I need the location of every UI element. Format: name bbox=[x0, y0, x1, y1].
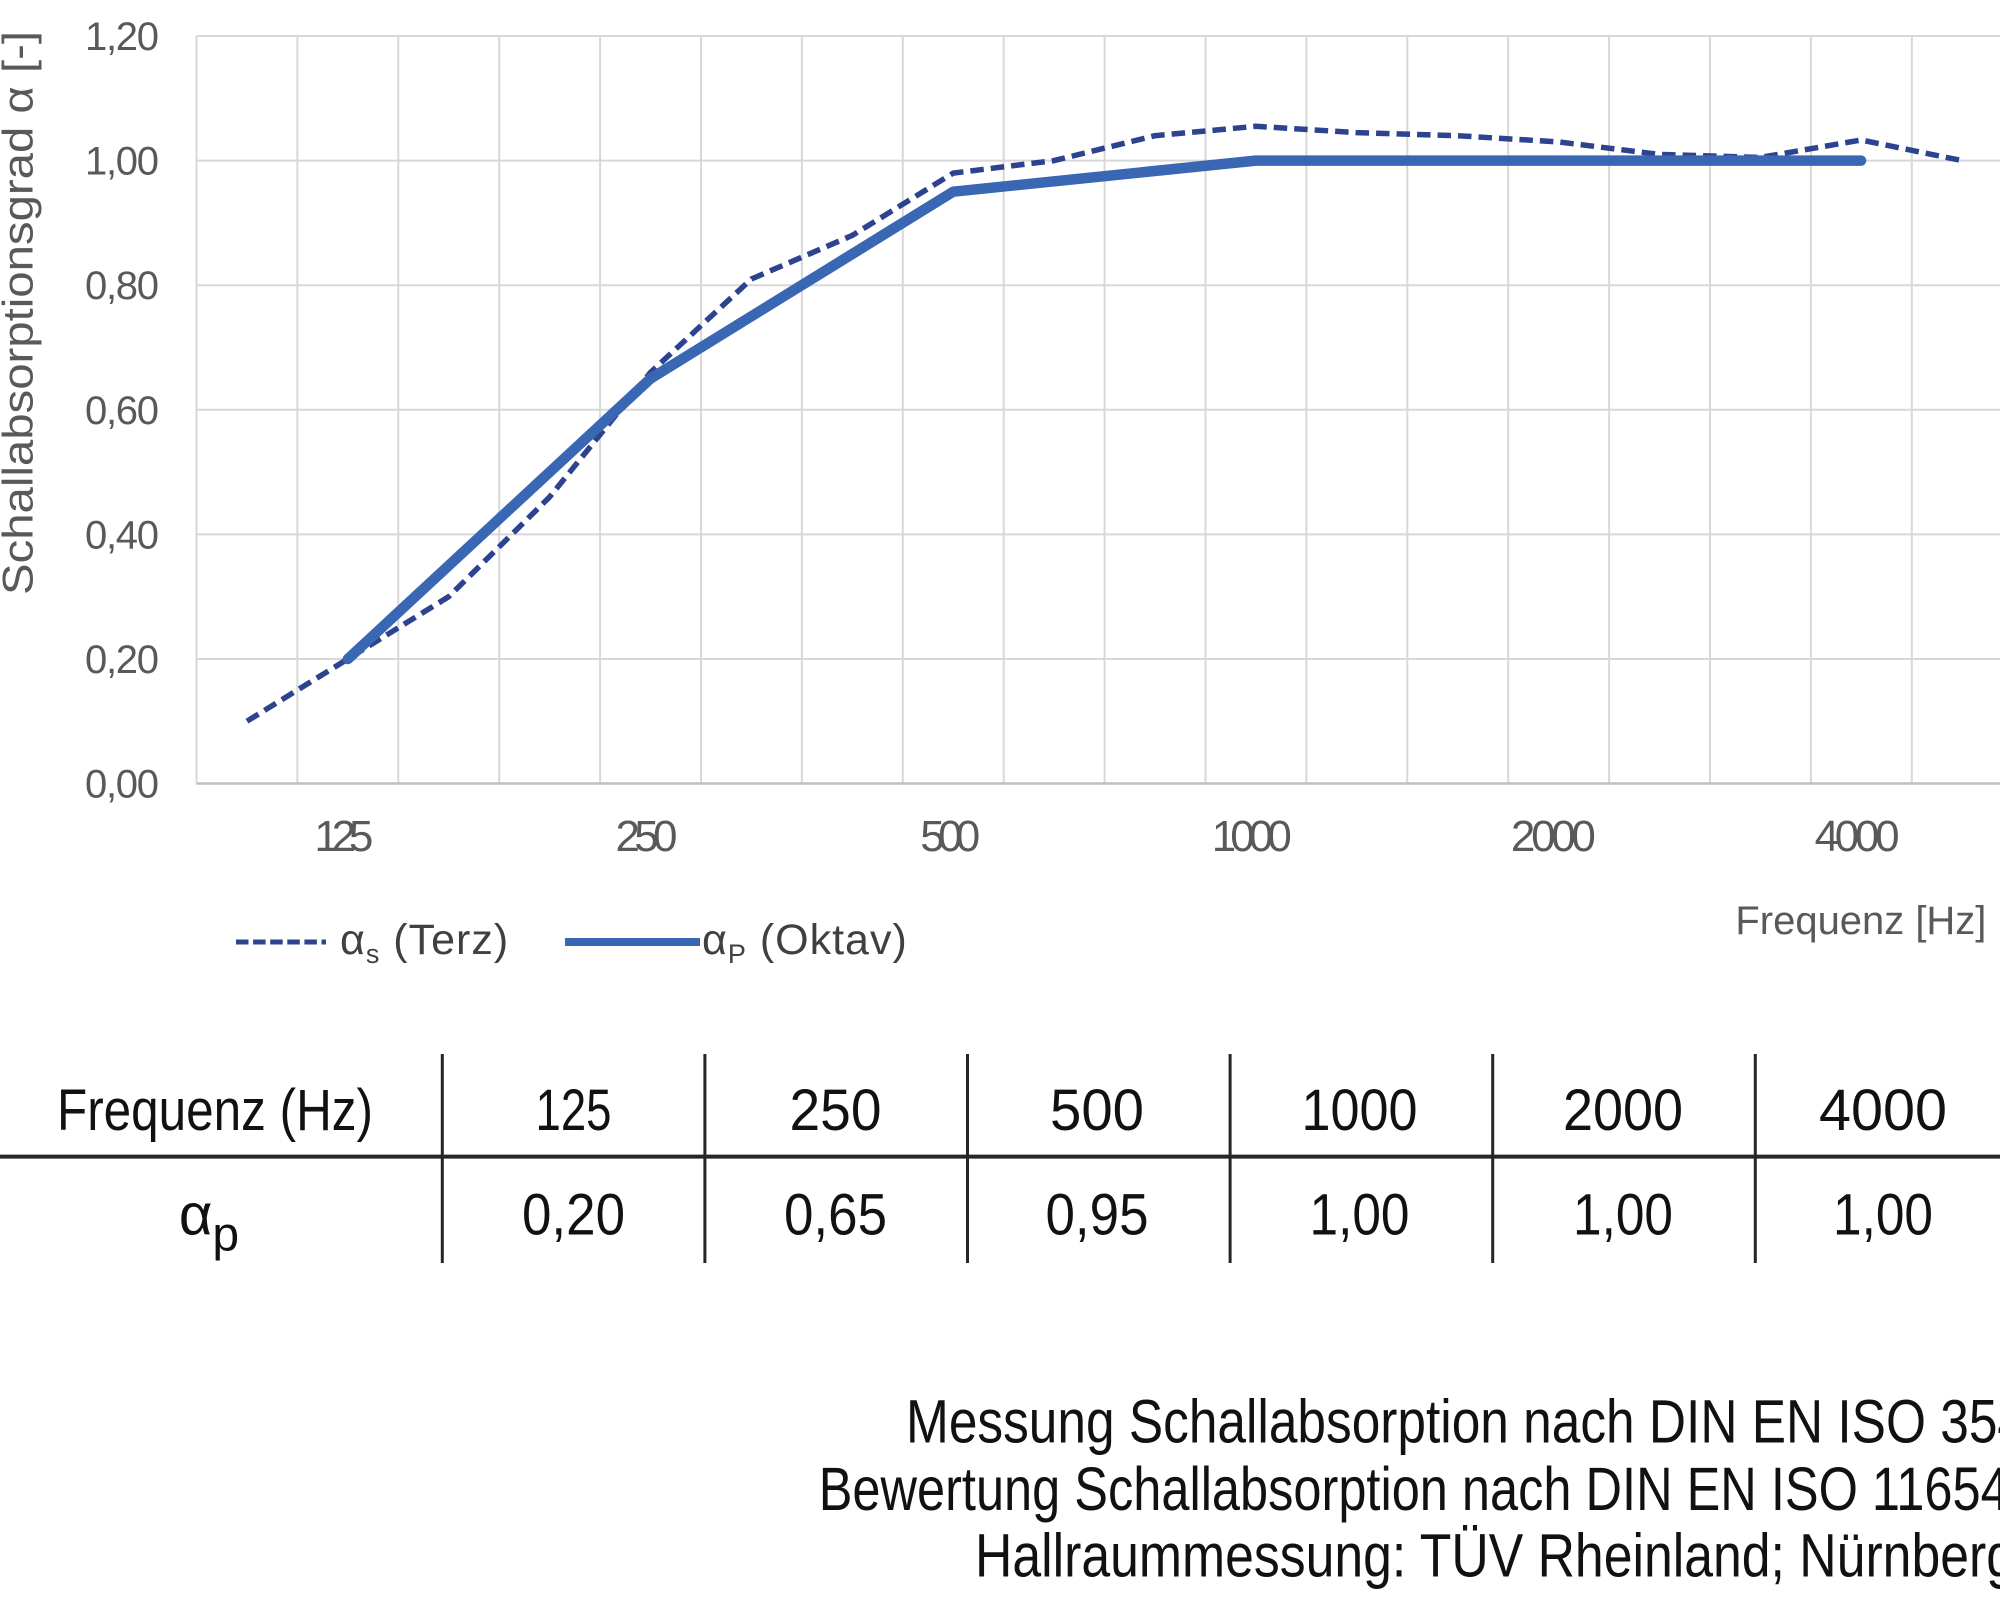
svg-text:1,00: 1,00 bbox=[1310, 1183, 1410, 1248]
svg-text:1000: 1000 bbox=[1302, 1078, 1418, 1143]
svg-text:Schallabsorptionsgrad α [-]: Schallabsorptionsgrad α [-] bbox=[0, 31, 43, 595]
svg-text:αP (Oktav): αP (Oktav) bbox=[702, 916, 908, 969]
svg-text:αp: αp bbox=[179, 1183, 239, 1262]
svg-text:125: 125 bbox=[536, 1078, 612, 1143]
svg-text:0,80: 0,80 bbox=[85, 264, 159, 308]
svg-text:Frequenz [Hz]: Frequenz [Hz] bbox=[1735, 899, 1986, 943]
svg-text:1000: 1000 bbox=[1212, 812, 1292, 861]
svg-text:500: 500 bbox=[1050, 1078, 1144, 1143]
svg-text:0,20: 0,20 bbox=[85, 638, 159, 682]
svg-text:2000: 2000 bbox=[1511, 812, 1596, 861]
svg-text:αs (Terz): αs (Terz) bbox=[340, 916, 509, 969]
svg-text:Frequenz (Hz): Frequenz (Hz) bbox=[57, 1078, 373, 1143]
svg-text:Bewertung Schallabsorption nac: Bewertung Schallabsorption nach DIN EN I… bbox=[819, 1455, 2000, 1523]
svg-text:4000: 4000 bbox=[1819, 1078, 1947, 1143]
svg-text:2000: 2000 bbox=[1563, 1078, 1683, 1143]
svg-text:125: 125 bbox=[314, 812, 373, 861]
svg-text:250: 250 bbox=[616, 812, 678, 861]
svg-text:250: 250 bbox=[790, 1078, 882, 1143]
svg-text:4000: 4000 bbox=[1815, 812, 1900, 861]
svg-text:1,00: 1,00 bbox=[1833, 1183, 1933, 1248]
svg-text:0,20: 0,20 bbox=[522, 1183, 625, 1248]
svg-text:500: 500 bbox=[920, 812, 980, 861]
svg-text:0,60: 0,60 bbox=[85, 389, 159, 433]
svg-text:0,95: 0,95 bbox=[1046, 1183, 1149, 1248]
svg-text:1,00: 1,00 bbox=[85, 140, 159, 184]
svg-text:0,65: 0,65 bbox=[784, 1183, 887, 1248]
svg-text:1,20: 1,20 bbox=[85, 15, 159, 59]
svg-text:0,00: 0,00 bbox=[85, 763, 159, 807]
svg-text:0,40: 0,40 bbox=[85, 513, 159, 557]
svg-text:Messung Schallabsorption nach: Messung Schallabsorption nach DIN EN ISO… bbox=[906, 1388, 2000, 1456]
svg-text:Hallraummessung: TÜV Rheinland: Hallraummessung: TÜV Rheinland; Nürnberg bbox=[975, 1522, 2000, 1590]
svg-text:1,00: 1,00 bbox=[1573, 1183, 1673, 1248]
